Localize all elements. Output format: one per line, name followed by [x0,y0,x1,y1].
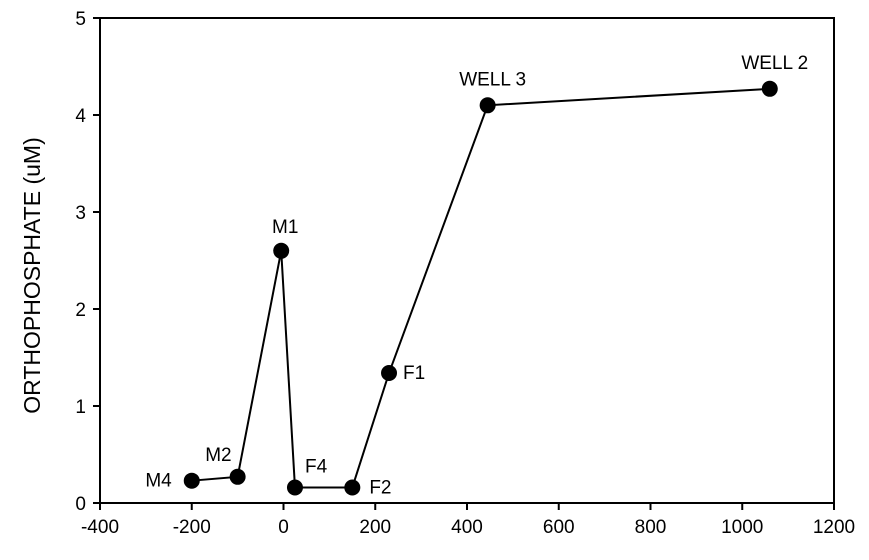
point-label: WELL 2 [741,53,808,74]
x-tick-label: 200 [359,517,391,538]
data-point [286,479,303,496]
point-label: M2 [205,445,231,466]
x-tick-label: 1000 [721,517,763,538]
y-tick-label: 3 [75,203,86,224]
x-tick-label: 0 [278,517,289,538]
series-line [191,87,770,489]
point-label: F4 [305,456,328,477]
point-labels: M4 M2 M1 F4 F2 F1 WELL 3 WELL 2 [145,53,808,499]
data-point [183,472,200,489]
x-tick-label: 600 [543,517,575,538]
y-axis: 0 1 2 3 4 5 [75,9,100,515]
y-tick-label: 4 [75,106,86,127]
x-tick-label: -200 [173,517,211,538]
data-point [229,468,246,485]
data-point [381,365,398,382]
point-label: F1 [403,363,425,384]
point-label: WELL 3 [459,69,526,90]
y-axis-title: ORTHOPHOSPHATE (uM) [19,137,45,413]
point-label: M1 [272,217,298,238]
x-tick-label: 1200 [813,517,855,538]
data-point [344,479,361,496]
y-tick-label: 1 [75,397,86,418]
x-axis: -400 -200 0 200 400 600 800 1000 1200 [81,503,855,538]
x-tick-label: 400 [451,517,483,538]
y-tick-label: 2 [75,300,86,321]
data-points [183,80,778,496]
point-label: F2 [369,477,391,498]
x-tick-label: 800 [635,517,667,538]
y-tick-label: 0 [75,494,86,515]
point-label: M4 [145,471,172,492]
y-tick-label: 5 [75,9,86,30]
data-point [479,97,496,114]
x-tick-label: -400 [81,517,119,538]
data-point [761,80,778,97]
data-point [273,242,290,259]
